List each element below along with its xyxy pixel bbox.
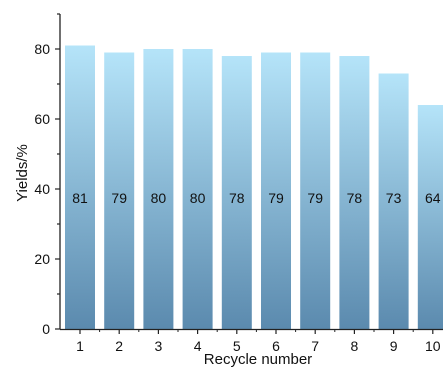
y-axis-title: Yields/%: [14, 144, 31, 202]
y-tick-label-40: 40: [34, 181, 50, 197]
data-label-4: 80: [190, 190, 206, 206]
data-label-3: 80: [151, 190, 167, 206]
x-tick-label-6: 6: [272, 338, 280, 354]
x-tick-label-7: 7: [311, 338, 319, 354]
bar-4: [182, 49, 213, 329]
y-tick-label-20: 20: [34, 251, 50, 267]
x-tick-label-8: 8: [351, 338, 359, 354]
data-label-6: 79: [268, 190, 284, 206]
data-label-2: 79: [111, 190, 127, 206]
x-tick-label-1: 1: [76, 338, 84, 354]
bar-6: [261, 52, 291, 329]
x-tick-label-3: 3: [155, 338, 163, 354]
y-tick-label-0: 0: [42, 321, 50, 337]
data-label-9: 73: [386, 190, 402, 206]
x-axis-title: Recycle number: [204, 351, 312, 367]
bars-group: [65, 45, 443, 329]
y-tick-label-60: 60: [34, 111, 50, 127]
bar-9: [378, 73, 409, 329]
data-labels-group: 81 79 80 80 78 79 79 78 73 64: [72, 190, 441, 206]
bar-10: [417, 105, 443, 329]
x-tick-label-5: 5: [233, 338, 241, 354]
bar-2: [104, 52, 135, 329]
bar-3: [143, 49, 174, 329]
x-tick-label-2: 2: [115, 338, 123, 354]
x-tick-label-4: 4: [194, 338, 202, 354]
data-label-5: 78: [229, 190, 245, 206]
bar-1: [65, 45, 95, 329]
bar-7: [300, 52, 331, 329]
y-tick-label-80: 80: [34, 41, 50, 57]
data-label-8: 78: [347, 190, 363, 206]
bar-5: [221, 56, 252, 329]
data-label-1: 81: [72, 190, 88, 206]
data-label-10: 64: [425, 190, 441, 206]
data-label-7: 79: [307, 190, 323, 206]
x-tick-label-10: 10: [425, 338, 441, 354]
bar-8: [339, 56, 370, 329]
x-tick-label-9: 9: [390, 338, 398, 354]
